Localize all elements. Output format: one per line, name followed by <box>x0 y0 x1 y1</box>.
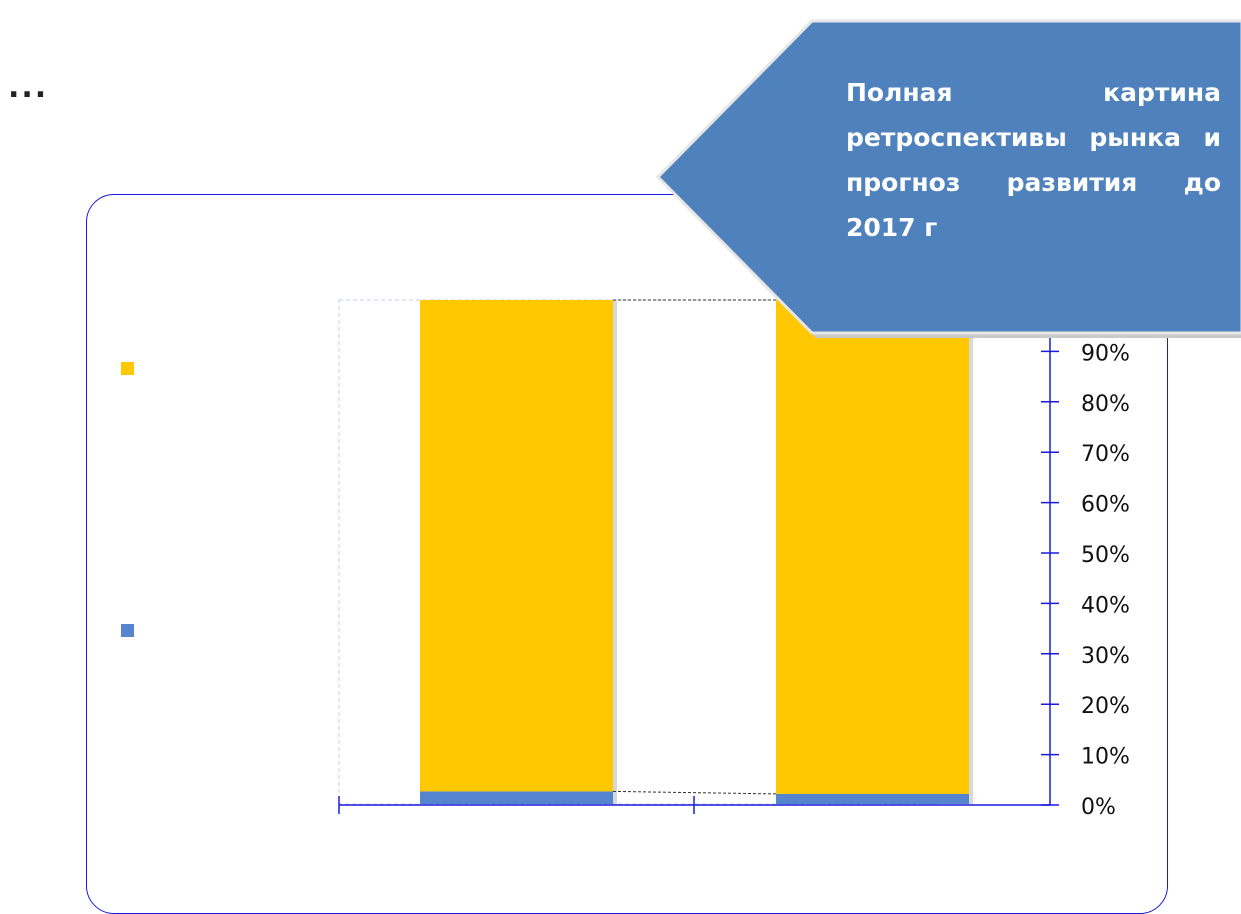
ellipsis-text: ... <box>8 70 49 105</box>
stacked-bar-chart: 0% 10% 20% 30% 40% 50% 60% 70% 80% 90% <box>338 299 1130 820</box>
legend-swatch-blue <box>121 624 134 637</box>
callout-text: Полная картина ретроспективы рынка и про… <box>846 78 1221 242</box>
y-tick-label-3: 30% <box>1081 644 1130 669</box>
y-tick-label-5: 50% <box>1081 543 1130 568</box>
callout-polygon <box>655 19 1241 335</box>
bar-segment-s0-c1 <box>776 793 969 804</box>
y-tick-label-9: 90% <box>1081 341 1130 366</box>
y-tick-label-4: 40% <box>1081 593 1130 618</box>
plot-area-outline <box>338 299 940 805</box>
y-tick-label-0: 0% <box>1081 795 1116 820</box>
y-tick-label-8: 80% <box>1081 392 1130 417</box>
y-tick-label-1: 10% <box>1081 745 1130 770</box>
callout-shape <box>655 19 1241 338</box>
bar-segment-s1-c0 <box>420 300 613 792</box>
bar-segment-s0-c0 <box>420 791 613 804</box>
bar-segment-s1-c1 <box>776 300 969 794</box>
legend-swatch-yellow <box>121 362 134 375</box>
series-connector-0 <box>612 790 777 795</box>
y-tick-label-7: 70% <box>1081 442 1130 467</box>
y-tick-label-2: 20% <box>1081 694 1130 719</box>
y-tick-label-6: 60% <box>1081 493 1130 518</box>
